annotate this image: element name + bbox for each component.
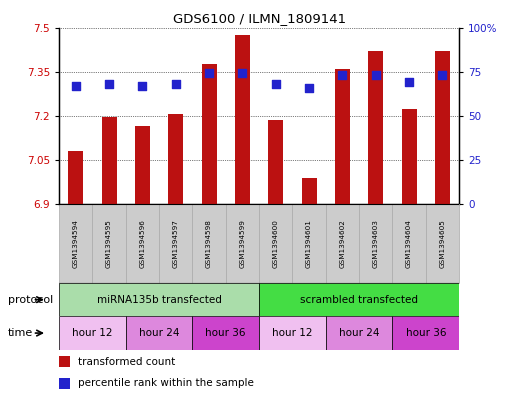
Point: [271, 81, 280, 87]
Bar: [68, 151, 83, 204]
Point: [438, 72, 446, 78]
Text: protocol: protocol: [8, 295, 53, 305]
Point: [238, 70, 246, 77]
Point: [305, 84, 313, 91]
Point: [171, 81, 180, 87]
Bar: [192, 204, 226, 283]
Bar: [302, 178, 317, 204]
Bar: [126, 316, 192, 350]
Text: GSM1394604: GSM1394604: [406, 219, 412, 268]
Bar: [59, 356, 70, 367]
Point: [338, 72, 346, 78]
Text: GSM1394598: GSM1394598: [206, 219, 212, 268]
Text: GSM1394601: GSM1394601: [306, 219, 312, 268]
Bar: [259, 283, 459, 316]
Text: GSM1394594: GSM1394594: [73, 219, 78, 268]
Bar: [402, 108, 417, 204]
Text: percentile rank within the sample: percentile rank within the sample: [78, 378, 254, 389]
Text: miRNA135b transfected: miRNA135b transfected: [96, 295, 222, 305]
Text: GSM1394602: GSM1394602: [340, 219, 345, 268]
Bar: [202, 64, 216, 204]
Point: [105, 81, 113, 87]
Bar: [292, 204, 326, 283]
Point: [205, 70, 213, 77]
Text: time: time: [8, 328, 33, 338]
Text: hour 12: hour 12: [72, 328, 112, 338]
Text: hour 24: hour 24: [339, 328, 379, 338]
Point: [405, 79, 413, 85]
Bar: [326, 316, 392, 350]
Text: hour 36: hour 36: [206, 328, 246, 338]
Bar: [126, 204, 159, 283]
Bar: [92, 204, 126, 283]
Bar: [59, 283, 259, 316]
Text: GSM1394597: GSM1394597: [173, 219, 179, 268]
Bar: [235, 35, 250, 204]
Bar: [102, 118, 116, 204]
Bar: [268, 120, 283, 204]
Bar: [335, 69, 350, 204]
Text: GSM1394603: GSM1394603: [373, 219, 379, 268]
Bar: [368, 51, 383, 204]
Title: GDS6100 / ILMN_1809141: GDS6100 / ILMN_1809141: [172, 12, 346, 25]
Bar: [259, 316, 326, 350]
Bar: [59, 316, 126, 350]
Bar: [159, 204, 192, 283]
Bar: [259, 204, 292, 283]
Point: [371, 72, 380, 78]
Bar: [392, 204, 426, 283]
Text: hour 36: hour 36: [406, 328, 446, 338]
Text: GSM1394600: GSM1394600: [273, 219, 279, 268]
Point: [71, 83, 80, 89]
Bar: [426, 204, 459, 283]
Bar: [392, 316, 459, 350]
Bar: [168, 114, 183, 204]
Text: GSM1394596: GSM1394596: [140, 219, 145, 268]
Bar: [59, 204, 92, 283]
Text: hour 12: hour 12: [272, 328, 312, 338]
Bar: [326, 204, 359, 283]
Text: GSM1394605: GSM1394605: [440, 219, 445, 268]
Bar: [59, 378, 70, 389]
Text: transformed count: transformed count: [78, 357, 175, 367]
Bar: [135, 126, 150, 204]
Bar: [192, 316, 259, 350]
Text: GSM1394595: GSM1394595: [106, 219, 112, 268]
Bar: [435, 51, 450, 204]
Bar: [226, 204, 259, 283]
Point: [138, 83, 146, 89]
Bar: [359, 204, 392, 283]
Text: GSM1394599: GSM1394599: [240, 219, 245, 268]
Text: scrambled transfected: scrambled transfected: [300, 295, 418, 305]
Text: hour 24: hour 24: [139, 328, 179, 338]
